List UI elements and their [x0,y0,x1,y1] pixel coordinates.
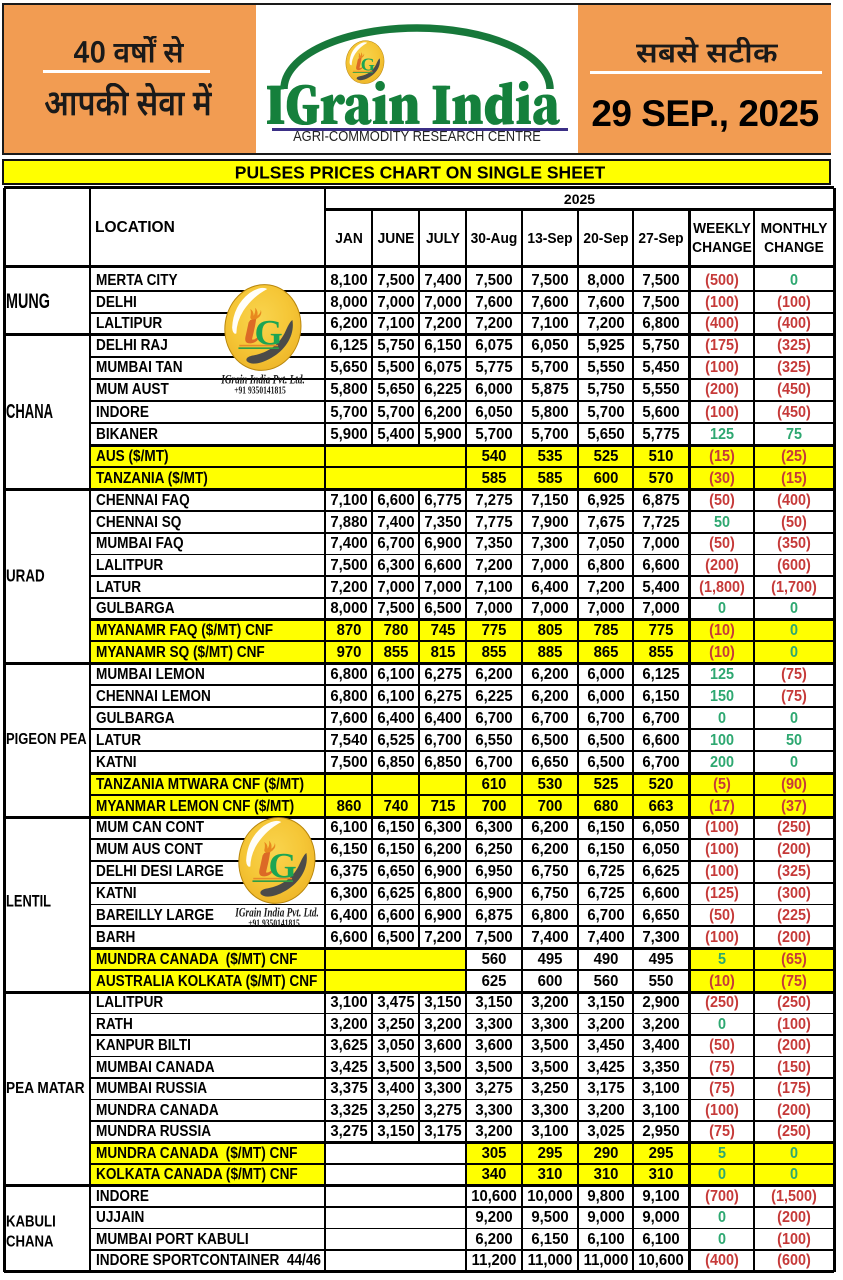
svg-text:G: G [361,55,375,75]
svg-text:G: G [269,845,297,885]
svg-text:G: G [255,312,283,352]
